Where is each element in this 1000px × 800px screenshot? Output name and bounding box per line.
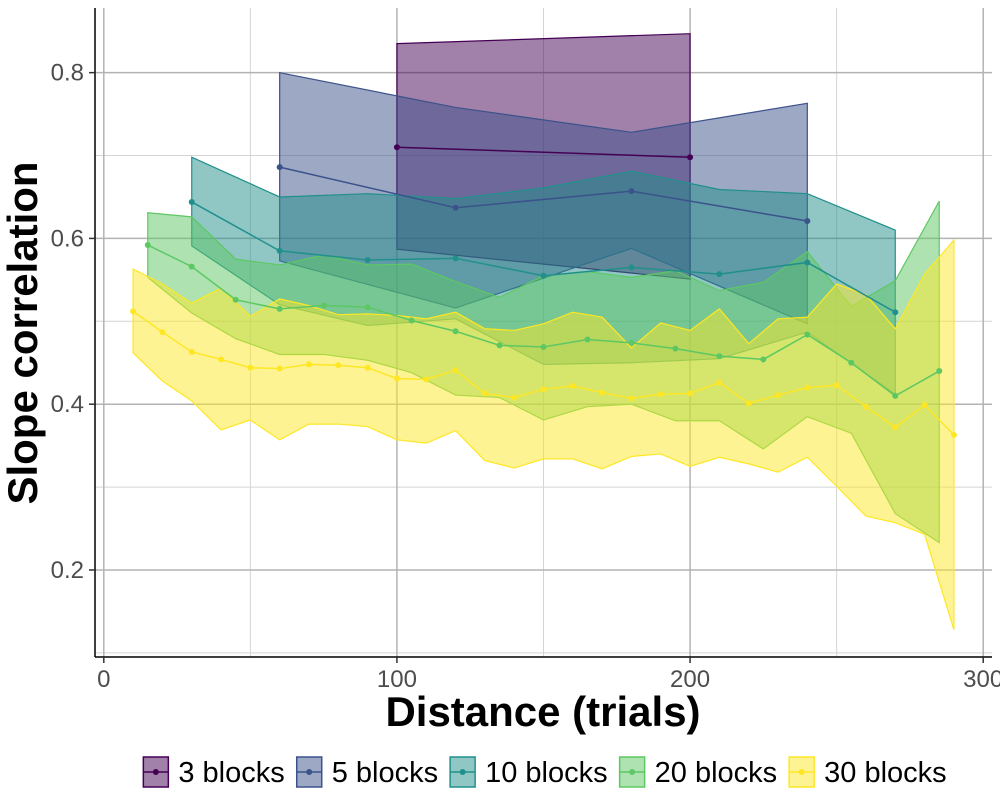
point-20-blocks <box>232 296 239 303</box>
legend-item-30-blocks: 30 blocks <box>788 756 947 789</box>
point-30-blocks <box>364 364 371 371</box>
point-30-blocks <box>745 400 752 407</box>
legend-item-20-blocks: 20 blocks <box>618 756 778 789</box>
point-30-blocks <box>775 392 782 399</box>
y-axis-title: Slope correlation <box>0 161 46 504</box>
point-30-blocks <box>130 308 137 315</box>
point-30-blocks <box>218 356 225 363</box>
point-30-blocks <box>716 379 723 386</box>
point-20-blocks <box>672 345 679 352</box>
point-30-blocks <box>833 382 840 389</box>
band-30-blocks <box>132 238 955 630</box>
point-5-blocks <box>628 188 635 195</box>
point-30-blocks <box>188 348 195 355</box>
point-20-blocks <box>364 304 371 311</box>
point-30-blocks <box>628 395 635 402</box>
point-20-blocks <box>892 392 899 399</box>
axes <box>89 8 992 663</box>
y-tick-label: 0.4 <box>51 391 84 418</box>
x-tick-label: 200 <box>670 666 710 693</box>
line-5-blocks <box>279 166 808 222</box>
point-20-blocks <box>760 356 767 363</box>
point-20-blocks <box>584 336 591 343</box>
point-10-blocks <box>892 309 899 316</box>
legend-label-3-blocks: 3 blocks <box>178 757 284 789</box>
point-30-blocks <box>657 391 664 398</box>
point-5-blocks <box>804 218 811 225</box>
point-10-blocks <box>188 198 195 205</box>
point-30-blocks <box>862 403 869 410</box>
point-20-blocks <box>408 317 415 324</box>
point-30-blocks <box>599 389 606 396</box>
point-30-blocks <box>687 390 694 397</box>
point-30-blocks <box>159 329 166 336</box>
point-30-blocks <box>481 390 488 397</box>
point-30-blocks <box>540 386 547 393</box>
point-20-blocks <box>144 242 151 249</box>
point-30-blocks <box>804 384 811 391</box>
point-20-blocks <box>540 344 547 351</box>
legend-key-point <box>459 769 466 775</box>
point-20-blocks <box>188 263 195 270</box>
point-30-blocks <box>335 362 342 369</box>
x-tick-label: 0 <box>97 666 110 693</box>
point-30-blocks <box>247 364 254 371</box>
legend-label-30-blocks: 30 blocks <box>824 757 947 789</box>
point-5-blocks <box>452 204 459 211</box>
legend-label-10-blocks: 10 blocks <box>485 757 608 789</box>
legend: 3 blocks 5 blocks 10 blocks 20 blocks 30 blo… <box>142 756 947 789</box>
point-20-blocks <box>496 342 503 349</box>
line-3-blocks <box>396 146 691 158</box>
point-10-blocks <box>364 256 371 263</box>
point-30-blocks <box>511 394 518 401</box>
point-30-blocks <box>305 361 312 368</box>
confidence-bands <box>132 33 955 630</box>
legend-key-point <box>152 769 159 775</box>
legend-label-20-blocks: 20 blocks <box>655 757 778 789</box>
point-30-blocks <box>569 382 576 389</box>
legend-item-5-blocks: 5 blocks <box>295 756 438 789</box>
point-10-blocks <box>628 264 635 271</box>
legend-label-5-blocks: 5 blocks <box>332 757 438 789</box>
point-3-blocks <box>687 154 694 161</box>
legend-key-point <box>306 769 313 775</box>
legend-key-point <box>629 769 636 775</box>
x-tick-label: 300 <box>963 666 1000 693</box>
tick-labels: 0 100 200 300 0.2 0.4 0.6 0.8 <box>51 60 1000 693</box>
point-20-blocks <box>716 353 723 360</box>
point-10-blocks <box>804 259 811 266</box>
x-axis-title: Distance (trials) <box>385 688 700 735</box>
point-10-blocks <box>716 271 723 278</box>
series-points <box>130 144 957 438</box>
legend-item-10-blocks: 10 blocks <box>449 756 608 789</box>
point-10-blocks <box>540 272 547 279</box>
point-20-blocks <box>276 305 283 312</box>
point-30-blocks <box>393 375 400 382</box>
y-tick-label: 0.6 <box>51 225 84 252</box>
y-tick-label: 0.8 <box>51 60 84 87</box>
y-tick-label: 0.2 <box>51 557 84 584</box>
point-30-blocks <box>892 424 899 431</box>
point-10-blocks <box>276 247 283 254</box>
point-5-blocks <box>276 164 283 171</box>
point-30-blocks <box>452 367 459 374</box>
point-20-blocks <box>320 302 327 309</box>
point-3-blocks <box>393 144 400 151</box>
point-20-blocks <box>452 328 459 335</box>
point-20-blocks <box>628 339 635 346</box>
point-10-blocks <box>452 255 459 262</box>
legend-item-3-blocks: 3 blocks <box>142 756 285 789</box>
point-30-blocks <box>276 365 283 372</box>
x-tick-label: 100 <box>377 666 417 693</box>
legend-key-point <box>798 769 805 775</box>
point-30-blocks <box>423 376 430 383</box>
point-30-blocks <box>950 431 957 438</box>
point-20-blocks <box>936 368 943 375</box>
point-30-blocks <box>921 402 928 409</box>
point-20-blocks <box>804 331 811 338</box>
point-20-blocks <box>848 359 855 366</box>
